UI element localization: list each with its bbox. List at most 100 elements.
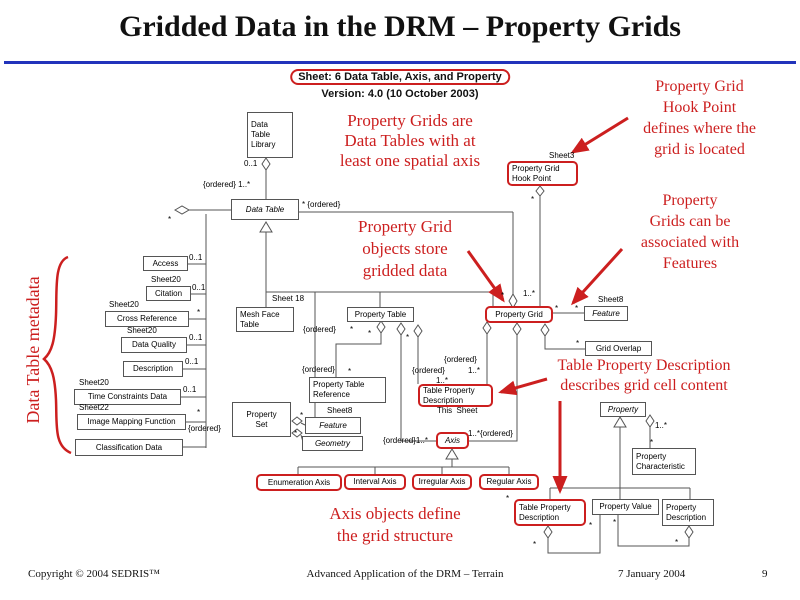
- box-citation-label: Citation: [154, 288, 183, 298]
- uml-label: 0..1: [183, 385, 197, 394]
- uml-label: *: [501, 291, 505, 300]
- box-cross-reference: Cross Reference: [105, 311, 189, 327]
- box-property-table-reference: Property Table Reference: [309, 377, 386, 403]
- uml-label: {ordered}: [412, 366, 445, 375]
- uml-label: *: [294, 429, 298, 438]
- box-description-label: Description: [132, 364, 173, 373]
- uml-label: *: [368, 329, 372, 338]
- footer-page-number: 9: [762, 568, 768, 580]
- uml-label: *: [576, 339, 580, 348]
- uml-label: *: [168, 215, 172, 224]
- uml-label: *: [575, 304, 579, 313]
- uml-label: 0..1: [192, 283, 206, 292]
- uml-label: This Sheet: [437, 406, 478, 415]
- box-property-grid-hook-point: Property Grid Hook Point: [507, 161, 578, 186]
- box-image-mapping-function-label: Image Mapping Function: [87, 417, 176, 426]
- box-feature-right: Feature: [584, 306, 628, 321]
- metadata-brace: [42, 255, 72, 455]
- uml-label: 1..*{ordered}: [468, 429, 513, 438]
- box-property-characteristic: Property Characteristic: [632, 448, 696, 475]
- box-table-property-description-mid-label: Table Property Description: [423, 385, 475, 405]
- footer-copyright: Copyright © 2004 SEDRIS™: [28, 568, 160, 580]
- box-property-grid: Property Grid: [485, 306, 553, 323]
- box-table-property-description-bottom: Table Property Description: [514, 499, 586, 526]
- note-objects-store: Property Grid objects store gridded data: [358, 217, 452, 280]
- box-cross-reference-label: Cross Reference: [116, 314, 178, 323]
- uml-label: Sheet8: [327, 406, 353, 415]
- box-data-table-label: Data Table: [245, 204, 285, 214]
- box-data-table-library-label: Data Table Library: [251, 120, 276, 149]
- box-geometry: Geometry: [302, 436, 363, 451]
- box-property-value-label: Property Value: [599, 502, 652, 511]
- box-property-description-label: Property Description: [666, 502, 707, 522]
- version-text: Version: 4.0 (10 October 2003): [321, 88, 479, 100]
- box-property-label: Property: [607, 404, 639, 414]
- box-table-property-description-bottom-label: Table Property Description: [519, 502, 571, 522]
- uml-label: Sheet 18: [272, 294, 305, 303]
- uml-label: *: [197, 408, 201, 417]
- uml-label: * {ordered}: [302, 200, 341, 209]
- box-property-table-label: Property Table: [354, 309, 407, 319]
- box-grid-overlap: Grid Overlap: [585, 341, 652, 356]
- uml-label: *: [197, 308, 201, 317]
- box-property-table: Property Table: [347, 307, 414, 322]
- uml-label: *: [531, 195, 535, 204]
- uml-label: *: [589, 521, 593, 530]
- box-data-table-library: Data Table Library: [247, 112, 293, 158]
- uml-label: *: [350, 325, 354, 334]
- box-data-table: Data Table: [231, 199, 299, 220]
- box-property-grid-label: Property Grid: [495, 309, 543, 319]
- uml-label: *: [348, 367, 352, 376]
- uml-label: *: [650, 438, 654, 447]
- footer-title: Advanced Application of the DRM – Terrai…: [306, 568, 504, 580]
- uml-label: Sheet20: [151, 275, 181, 284]
- box-property-set-label: Property Set: [246, 409, 277, 429]
- uml-label: *: [406, 333, 410, 342]
- box-feature-mid-label: Feature: [319, 420, 347, 430]
- box-property-grid-hook-point-label: Property Grid Hook Point: [512, 163, 560, 183]
- note-associated-features: Property Grids can be associated with Fe…: [640, 192, 740, 272]
- box-mesh-face-table-label: Mesh Face Table: [240, 309, 280, 329]
- box-property-set: Property Set: [232, 402, 291, 437]
- uml-label: {ordered}: [188, 424, 221, 433]
- box-classification-data: Classification Data: [75, 439, 183, 456]
- box-classification-data-label: Classification Data: [95, 442, 163, 452]
- uml-label: {ordered}: [303, 325, 336, 334]
- box-image-mapping-function: Image Mapping Function: [77, 414, 186, 430]
- box-property-description: Property Description: [662, 499, 714, 526]
- box-grid-overlap-label: Grid Overlap: [595, 343, 642, 353]
- box-property: Property: [600, 402, 646, 417]
- box-axis: Axis: [436, 432, 469, 449]
- uml-label: 1..*: [523, 289, 536, 298]
- box-geometry-label: Geometry: [314, 438, 351, 448]
- box-description: Description: [123, 361, 183, 377]
- uml-label: 1..*: [436, 376, 449, 385]
- box-mesh-face-table: Mesh Face Table: [236, 307, 294, 332]
- box-property-characteristic-label: Property Characteristic: [636, 451, 685, 471]
- box-time-constraints-data-label: Time Constraints Data: [87, 392, 168, 401]
- uml-label: Sheet20: [109, 300, 139, 309]
- uml-label: 1..*: [468, 366, 481, 375]
- uml-label: *: [613, 518, 617, 527]
- note-tpd-describes: Table Property Description describes gri…: [557, 357, 731, 394]
- footer-date: 7 January 2004: [618, 568, 686, 580]
- uml-label: *: [555, 304, 559, 313]
- box-feature-right-label: Feature: [592, 308, 620, 318]
- uml-label: 0..1: [185, 357, 199, 366]
- box-irregular-axis-label: Irregular Axis: [418, 477, 466, 486]
- uml-label: 1..*: [655, 421, 668, 430]
- uml-label: *: [506, 494, 510, 503]
- note-hook-point-defines: Property Grid Hook Point defines where t…: [643, 78, 756, 158]
- uml-label: Sheet3: [549, 151, 575, 160]
- box-time-constraints-data: Time Constraints Data: [74, 389, 181, 405]
- uml-label: 0..1: [189, 333, 203, 342]
- box-property-table-reference-label: Property Table Reference: [313, 380, 365, 399]
- uml-label: Sheet8: [598, 295, 624, 304]
- box-citation: Citation: [146, 286, 191, 301]
- box-enumeration-axis: Enumeration Axis: [256, 474, 342, 491]
- box-feature-mid: Feature: [305, 417, 361, 434]
- box-table-property-description-mid: Table Property Description: [418, 384, 493, 407]
- box-axis-label: Axis: [444, 435, 461, 445]
